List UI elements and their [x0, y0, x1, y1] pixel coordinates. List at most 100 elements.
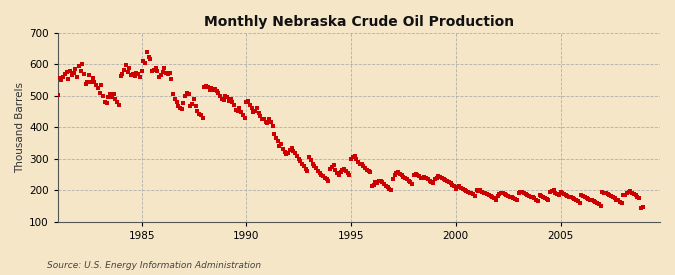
Y-axis label: Thousand Barrels: Thousand Barrels — [15, 82, 25, 173]
Point — [381, 183, 392, 188]
Point — [597, 190, 608, 194]
Point — [572, 199, 583, 204]
Point — [349, 154, 360, 158]
Point — [230, 108, 241, 112]
Point — [494, 192, 505, 196]
Point — [98, 94, 109, 99]
Point — [215, 94, 225, 98]
Point — [274, 144, 285, 148]
Point — [202, 85, 213, 89]
Point — [531, 197, 541, 202]
Point — [543, 197, 554, 202]
Point — [180, 93, 190, 98]
Point — [234, 106, 245, 111]
Point — [590, 200, 601, 204]
Point — [500, 192, 510, 196]
Point — [613, 198, 624, 202]
Point — [489, 196, 500, 200]
Point — [248, 110, 259, 114]
Point — [121, 63, 132, 68]
Point — [138, 59, 148, 64]
Point — [566, 195, 576, 199]
Point — [142, 50, 153, 55]
Point — [101, 101, 112, 105]
Point — [145, 57, 156, 61]
Point — [459, 188, 470, 192]
Point — [377, 180, 388, 185]
Point — [217, 97, 227, 101]
Point — [206, 86, 217, 90]
Point — [450, 186, 461, 191]
Point — [126, 73, 136, 78]
Point — [369, 182, 379, 187]
Point — [279, 150, 290, 154]
Point — [297, 161, 308, 166]
Point — [628, 192, 639, 196]
Point — [483, 193, 494, 197]
Point — [331, 171, 342, 175]
Point — [77, 62, 88, 66]
Point — [295, 159, 306, 164]
Point — [363, 169, 374, 174]
Point — [246, 106, 257, 111]
Point — [423, 177, 433, 182]
Point — [574, 201, 585, 205]
Point — [470, 194, 481, 198]
Point — [250, 109, 261, 114]
Point — [327, 164, 338, 169]
Point — [458, 186, 468, 191]
Point — [192, 109, 203, 113]
Point — [461, 189, 472, 193]
Point — [433, 174, 443, 178]
Point — [485, 194, 496, 198]
Point — [529, 196, 540, 200]
Point — [316, 172, 327, 177]
Point — [438, 177, 449, 182]
Point — [497, 191, 508, 196]
Point — [462, 190, 473, 194]
Point — [340, 169, 351, 174]
Point — [113, 103, 124, 108]
Point — [580, 195, 591, 199]
Point — [611, 197, 622, 202]
Point — [256, 116, 267, 121]
Point — [122, 70, 133, 75]
Point — [592, 201, 603, 206]
Point — [225, 97, 236, 101]
Point — [318, 174, 329, 178]
Point — [277, 147, 288, 152]
Point — [115, 74, 126, 79]
Point — [164, 71, 175, 75]
Text: Source: U.S. Energy Information Administration: Source: U.S. Energy Information Administ… — [47, 260, 261, 270]
Point — [403, 179, 414, 184]
Point — [342, 171, 353, 175]
Point — [313, 169, 323, 173]
Point — [129, 74, 140, 79]
Point — [209, 87, 220, 91]
Point — [402, 177, 412, 182]
Point — [70, 67, 81, 71]
Point — [302, 169, 313, 174]
Point — [495, 191, 506, 195]
Point — [602, 192, 613, 196]
Point — [452, 185, 463, 189]
Point — [375, 179, 386, 184]
Point — [292, 154, 302, 158]
Point — [367, 183, 377, 188]
Point — [196, 113, 207, 118]
Point — [103, 95, 114, 99]
Point — [518, 191, 529, 195]
Point — [154, 75, 165, 79]
Point — [407, 182, 418, 186]
Point — [557, 191, 568, 195]
Point — [140, 60, 151, 65]
Point — [576, 193, 587, 197]
Point — [503, 194, 514, 198]
Point — [304, 155, 315, 160]
Point — [541, 197, 552, 201]
Point — [454, 184, 464, 189]
Point — [372, 181, 383, 186]
Point — [298, 164, 309, 168]
Point — [264, 116, 275, 121]
Point — [182, 90, 192, 95]
